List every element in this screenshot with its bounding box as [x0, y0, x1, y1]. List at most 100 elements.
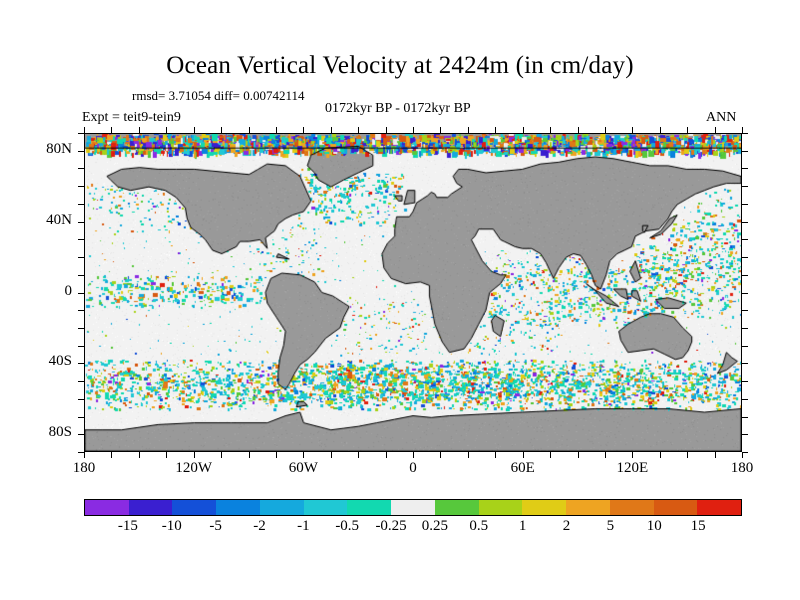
y-tick: [78, 363, 84, 364]
colorbar-cell: [172, 500, 217, 515]
x-tick-top: [111, 127, 112, 133]
x-axis-label: 60E: [510, 460, 535, 476]
x-tick: [194, 452, 195, 458]
x-tick: [413, 452, 414, 458]
y-tick-right: [742, 310, 748, 311]
y-tick: [78, 417, 84, 418]
y-tick-right: [742, 257, 748, 258]
y-axis-label: 40N: [46, 211, 72, 228]
colorbar-tick-label: -0.25: [375, 518, 407, 534]
y-tick-right: [742, 133, 748, 134]
y-tick-right: [742, 328, 748, 329]
colorbar-tick-label: -5: [209, 518, 222, 534]
y-tick: [78, 151, 84, 152]
experiment-label: Expt = teit9-tein9: [82, 110, 181, 125]
y-tick-right: [742, 151, 748, 152]
x-tick: [605, 452, 606, 458]
x-tick-top: [386, 127, 387, 133]
x-axis-label: 120W: [175, 460, 212, 476]
x-tick: [660, 452, 661, 458]
x-tick-top: [468, 127, 469, 133]
x-tick-top: [440, 127, 441, 133]
x-tick-top: [687, 127, 688, 133]
colorbar-cell: [347, 500, 392, 515]
colorbar-cell: [391, 500, 435, 515]
x-tick: [276, 452, 277, 458]
colorbar-cell: [303, 500, 348, 515]
y-tick: [78, 204, 84, 205]
y-tick: [78, 257, 84, 258]
y-tick-right: [742, 204, 748, 205]
x-tick-top: [660, 127, 661, 133]
x-tick: [632, 452, 633, 458]
colorbar-cell: [128, 500, 173, 515]
x-tick: [440, 452, 441, 458]
y-tick-right: [742, 417, 748, 418]
colorbar-cell: [653, 500, 698, 515]
y-axis-label: 80N: [46, 140, 72, 157]
y-tick-right: [742, 168, 748, 169]
x-tick: [84, 452, 85, 458]
x-tick-top: [495, 127, 496, 133]
x-axis-label: 180: [72, 460, 96, 476]
colorbar-cell: [609, 500, 654, 515]
x-tick: [550, 452, 551, 458]
page-title: Ocean Vertical Velocity at 2424m (in cm/…: [166, 52, 634, 79]
y-tick: [78, 275, 84, 276]
y-tick-right: [742, 381, 748, 382]
x-axis-label: 0: [409, 460, 417, 476]
y-tick: [78, 168, 84, 169]
y-tick-right: [742, 363, 748, 364]
x-tick-top: [221, 127, 222, 133]
x-tick: [687, 452, 688, 458]
colorbar-tick-label: -15: [117, 518, 138, 534]
x-tick-top: [715, 127, 716, 133]
rmsd-stats-label: rmsd= 3.71054 diff= 0.00742114: [132, 88, 305, 103]
x-tick: [139, 452, 140, 458]
y-axis-label: 40S: [48, 353, 72, 370]
x-tick-top: [249, 127, 250, 133]
colorbar-tick-labels: -15 -10 -5 -2 -1 -0.5 -0.25 0.25 0.5 1 2 5 10 15: [84, 518, 742, 538]
x-axis-label: 60W: [288, 460, 318, 476]
x-axis-label: 180: [730, 460, 754, 476]
x-tick: [221, 452, 222, 458]
colorbar-cell: [522, 500, 567, 515]
y-tick-right: [742, 186, 748, 187]
x-tick-top: [194, 127, 195, 133]
y-tick: [78, 186, 84, 187]
y-tick-right: [742, 275, 748, 276]
y-tick-right: [742, 293, 748, 294]
x-tick-top: [358, 127, 359, 133]
x-tick-top: [276, 127, 277, 133]
colorbar-tick-label: -0.5: [335, 518, 360, 534]
y-tick-right: [742, 239, 748, 240]
season-label: ANN: [706, 110, 737, 125]
y-tick-right: [742, 434, 748, 435]
chart-subtitle: 0172kyr BP - 0172kyr BP: [325, 101, 471, 116]
map-raster: [85, 134, 741, 451]
x-tick-top: [139, 127, 140, 133]
colorbar-cell: [478, 500, 523, 515]
y-axis-label: 0: [64, 282, 73, 299]
y-tick: [78, 293, 84, 294]
y-axis-label: 80S: [48, 424, 72, 441]
y-tick-right: [742, 452, 748, 453]
colorbar-cell: [85, 500, 129, 515]
colorbar-tick-label: 2: [562, 518, 571, 534]
x-tick-top: [413, 127, 414, 133]
y-tick: [78, 328, 84, 329]
colorbar-tick-label: -2: [253, 518, 266, 534]
colorbar: [84, 499, 742, 516]
x-tick-top: [578, 127, 579, 133]
x-tick-top: [523, 127, 524, 133]
colorbar-tick-label: 1: [518, 518, 527, 534]
y-tick: [78, 452, 84, 453]
x-tick-top: [84, 127, 85, 133]
x-tick-top: [166, 127, 167, 133]
colorbar-cell: [697, 500, 742, 515]
x-tick-top: [605, 127, 606, 133]
x-tick: [468, 452, 469, 458]
colorbar-cell: [566, 500, 610, 515]
x-tick-top: [331, 127, 332, 133]
y-tick: [78, 239, 84, 240]
